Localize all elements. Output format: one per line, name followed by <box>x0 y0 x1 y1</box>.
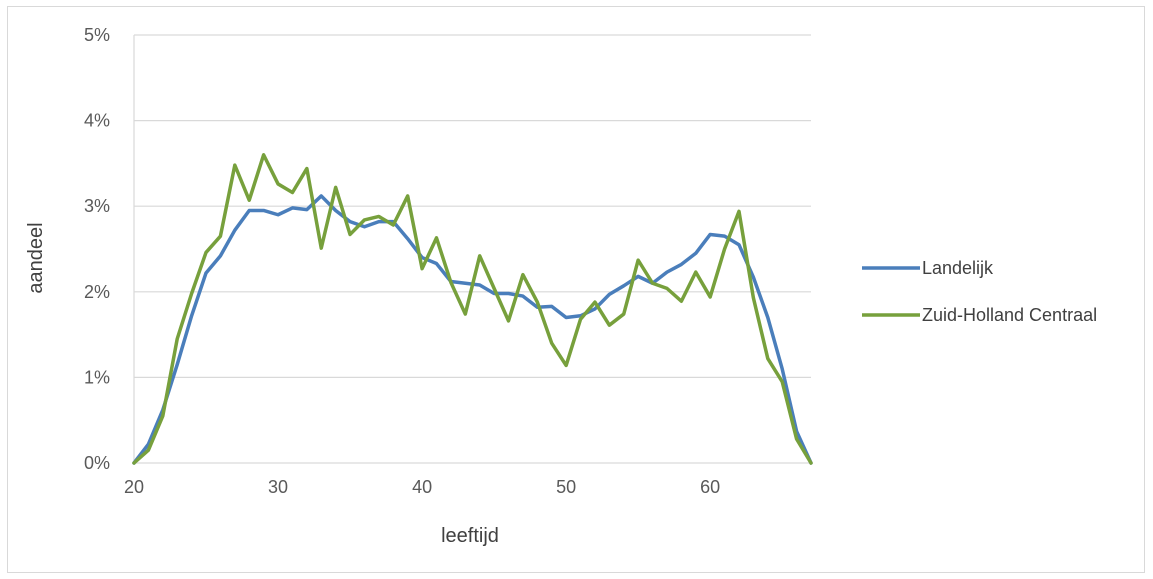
y-tick-label: 2% <box>84 282 110 302</box>
y-tick-labels: 0% 1% 2% 3% 4% 5% <box>84 25 110 473</box>
x-tick-labels: 20 30 40 50 60 <box>124 477 720 497</box>
x-tick-label: 30 <box>268 477 288 497</box>
series-lines <box>132 153 813 465</box>
x-tick-label: 60 <box>700 477 720 497</box>
y-tick-label: 1% <box>84 367 110 387</box>
x-tick-label: 40 <box>412 477 432 497</box>
y-tick-label: 4% <box>84 111 110 131</box>
series-line-landelijk <box>132 194 813 465</box>
y-tick-label: 0% <box>84 453 110 473</box>
x-axis-title: leeftijd <box>441 525 499 547</box>
y-tick-label: 5% <box>84 25 110 45</box>
legend-label: Landelijk <box>922 258 994 278</box>
legend-label: Zuid-Holland Centraal <box>922 305 1097 325</box>
x-tick-label: 50 <box>556 477 576 497</box>
series-line-zuid-holland-centraal <box>132 153 813 465</box>
chart-frame <box>7 6 1145 573</box>
y-axis-title: aandeel <box>25 222 47 293</box>
x-tick-label: 20 <box>124 477 144 497</box>
legend: Landelijk Zuid-Holland Centraal <box>862 258 1097 325</box>
y-tick-label: 3% <box>84 196 110 216</box>
gridlines <box>133 34 811 464</box>
